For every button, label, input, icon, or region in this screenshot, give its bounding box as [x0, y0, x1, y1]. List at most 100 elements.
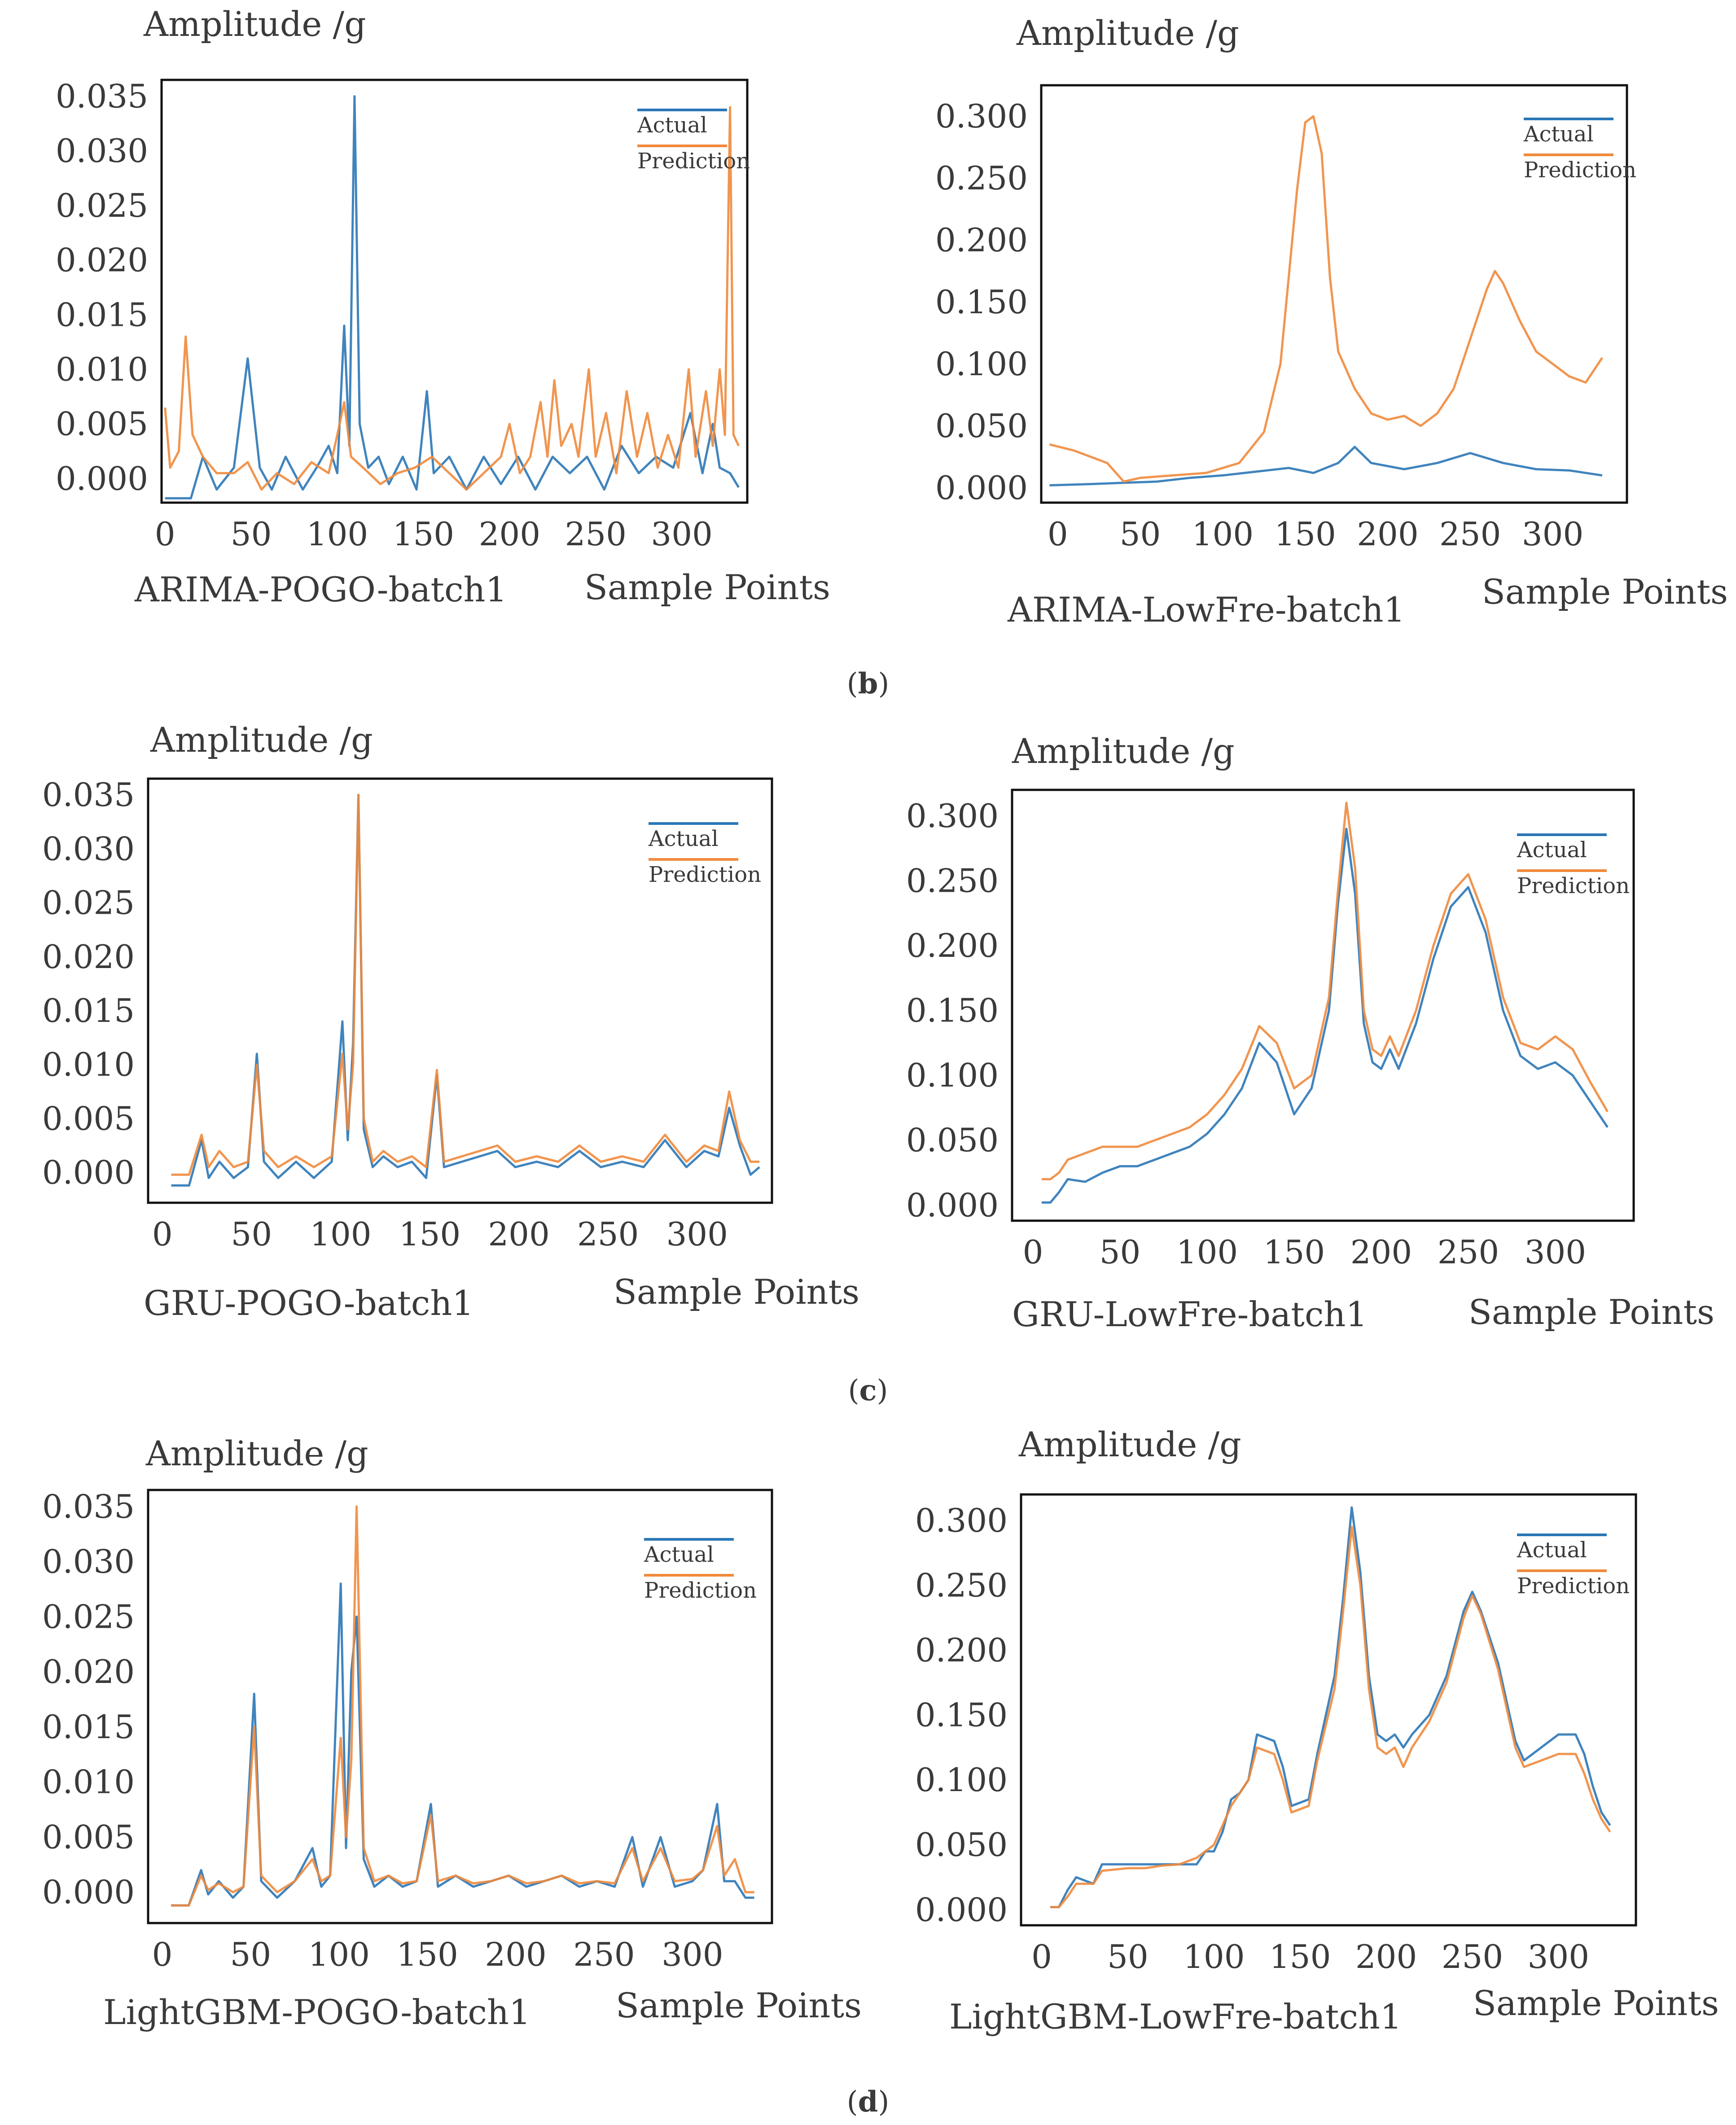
- lightgbm-pogo-y-tick-label: 0.005: [42, 1818, 135, 1856]
- arima-pogo-x-tick-label: 0: [155, 515, 175, 553]
- lightgbm-pogo-y-tick-label: 0.000: [42, 1873, 135, 1911]
- arima-pogo-y-tick-label: 0.000: [56, 460, 148, 497]
- arima-lowfre-series-prediction: [1049, 115, 1603, 483]
- arima-pogo-series-prediction: [164, 106, 740, 491]
- gru-lowfre-x-tick-label: 100: [1176, 1233, 1238, 1271]
- gru-pogo-legend-label-prediction: Prediction: [649, 862, 761, 887]
- gru-pogo-x-tick-label: 150: [399, 1215, 460, 1253]
- gru-pogo-y-axis-label: Amplitude /g: [150, 720, 373, 760]
- arima-pogo-x-tick-label: 150: [393, 515, 454, 553]
- lightgbm-pogo-y-tick-label: 0.010: [42, 1763, 135, 1801]
- lightgbm-pogo-series-prediction: [171, 1505, 754, 1907]
- gru-lowfre-series-prediction: [1042, 802, 1609, 1180]
- gru-lowfre-y-tick-label: 0.100: [906, 1056, 999, 1094]
- lightgbm-lowfre-y-tick-label: 0.100: [915, 1761, 1008, 1799]
- lightgbm-lowfre-y-tick-label: 0.000: [915, 1891, 1008, 1928]
- gru-lowfre-y-tick-label: 0.250: [906, 862, 999, 899]
- gru-pogo-y-tick-label: 0.030: [42, 830, 135, 868]
- lightgbm-pogo-x-tick-label: 0: [152, 1936, 173, 1973]
- arima-lowfre-y-tick-label: 0.150: [935, 283, 1028, 321]
- lightgbm-lowfre-y-tick-label: 0.200: [915, 1631, 1008, 1669]
- lightgbm-pogo-x-tick-label: 200: [485, 1936, 546, 1973]
- lightgbm-pogo-x-tick-label: 300: [662, 1936, 723, 1973]
- gru-pogo-y-tick-label: 0.025: [42, 884, 135, 922]
- arima-pogo-x-tick-label: 300: [651, 515, 712, 553]
- lightgbm-lowfre-plot-frame: [1020, 1493, 1637, 1927]
- gru-pogo-x-tick-label: 250: [577, 1215, 639, 1253]
- chart-lightgbm-pogo: Amplitude /g 0.000 0.005 0.010 0.015 0.020 0.0…: [42, 1433, 862, 2032]
- arima-lowfre-legend-label-actual: Actual: [1523, 122, 1594, 147]
- lightgbm-pogo-legend: Actual Prediction: [644, 1538, 757, 1603]
- lightgbm-pogo-legend-label-actual: Actual: [644, 1542, 714, 1567]
- arima-lowfre-y-tick-label: 0.250: [935, 159, 1028, 197]
- gru-pogo-y-tick-label: 0.000: [42, 1154, 135, 1192]
- lightgbm-pogo-x-tick-label: 150: [396, 1936, 458, 1973]
- subfigure-label-b: (b): [847, 667, 890, 701]
- lightgbm-lowfre-x-tick-label: 250: [1442, 1938, 1503, 1976]
- arima-pogo-x-tick-label: 200: [479, 515, 540, 553]
- gru-lowfre-x-axis-label: Sample Points: [1469, 1292, 1714, 1332]
- lightgbm-lowfre-x-tick-label: 100: [1183, 1938, 1245, 1976]
- gru-pogo-x-tick-label: 50: [231, 1215, 272, 1253]
- arima-lowfre-legend-label-prediction: Prediction: [1524, 158, 1636, 183]
- gru-pogo-x-axis-label: Sample Points: [614, 1272, 859, 1312]
- arima-lowfre-y-tick-label: 0.200: [935, 221, 1028, 259]
- gru-pogo-x-tick-label: 300: [666, 1215, 728, 1253]
- lightgbm-lowfre-y-axis-label: Amplitude /g: [1018, 1424, 1241, 1464]
- chart-arima-lowfre: Amplitude /g 0.000 0.050 0.100 0.150 0.200 0.2…: [935, 13, 1728, 630]
- gru-pogo-y-tick-label: 0.020: [42, 938, 135, 976]
- subfigure-label-d: (d): [847, 2085, 890, 2119]
- gru-lowfre-x-tick-label: 50: [1100, 1233, 1141, 1271]
- gru-lowfre-x-tick-label: 150: [1263, 1233, 1325, 1271]
- lightgbm-lowfre-y-tick-label: 0.050: [915, 1826, 1008, 1864]
- lightgbm-pogo-x-tick-label: 250: [573, 1936, 635, 1973]
- arima-pogo-chart-title: ARIMA-POGO-batch1: [134, 570, 507, 609]
- chart-arima-pogo: Amplitude /g 0.000 0.005 0.010 0.015 0.020 0.0…: [56, 4, 830, 609]
- lightgbm-pogo-y-axis-label: Amplitude /g: [145, 1433, 368, 1473]
- gru-lowfre-chart-title: GRU-LowFre-batch1: [1012, 1294, 1368, 1334]
- gru-pogo-series-prediction: [171, 793, 760, 1176]
- gru-pogo-legend-label-actual: Actual: [648, 826, 719, 851]
- gru-pogo-series-actual: [171, 793, 760, 1187]
- gru-pogo-y-tick-label: 0.010: [42, 1046, 135, 1083]
- gru-pogo-y-tick-label: 0.035: [42, 776, 135, 814]
- chart-gru-pogo: Amplitude /g 0.000 0.005 0.010 0.015 0.020 0.0…: [42, 720, 859, 1323]
- lightgbm-pogo-y-tick-label: 0.035: [42, 1488, 135, 1525]
- arima-lowfre-x-tick-label: 0: [1048, 515, 1068, 553]
- arima-lowfre-y-axis-label: Amplitude /g: [1016, 13, 1239, 53]
- lightgbm-pogo-x-tick-label: 50: [230, 1936, 272, 1973]
- gru-lowfre-y-tick-label: 0.000: [906, 1186, 999, 1224]
- arima-lowfre-y-tick-label: 0.300: [935, 97, 1028, 135]
- lightgbm-pogo-plot-frame: [147, 1489, 773, 1924]
- arima-lowfre-series-actual: [1049, 446, 1603, 486]
- arima-lowfre-x-tick-label: 250: [1439, 515, 1501, 553]
- lightgbm-pogo-chart-title: LightGBM-POGO-batch1: [103, 1992, 530, 2032]
- arima-lowfre-x-tick-label: 200: [1357, 515, 1418, 553]
- lightgbm-pogo-y-tick-label: 0.025: [42, 1598, 135, 1635]
- lightgbm-lowfre-legend-label-prediction: Prediction: [1517, 1573, 1630, 1599]
- gru-pogo-y-tick-label: 0.015: [42, 992, 135, 1030]
- arima-lowfre-plot-frame: [1040, 84, 1628, 504]
- gru-pogo-x-tick-label: 200: [488, 1215, 549, 1253]
- arima-pogo-plot-frame: [160, 79, 749, 504]
- gru-lowfre-x-tick-label: 200: [1350, 1233, 1412, 1271]
- lightgbm-lowfre-x-tick-label: 0: [1031, 1938, 1052, 1976]
- arima-lowfre-x-tick-label: 150: [1274, 515, 1336, 553]
- gru-pogo-legend: Actual Prediction: [648, 822, 761, 887]
- arima-lowfre-chart-title: ARIMA-LowFre-batch1: [1007, 590, 1405, 630]
- lightgbm-lowfre-series-prediction: [1050, 1525, 1611, 1908]
- lightgbm-lowfre-series-actual: [1050, 1506, 1611, 1908]
- lightgbm-pogo-x-axis-label: Sample Points: [616, 1985, 862, 2025]
- arima-pogo-y-tick-label: 0.010: [56, 351, 148, 388]
- gru-pogo-x-tick-label: 0: [152, 1215, 173, 1253]
- arima-lowfre-x-tick-label: 50: [1120, 515, 1161, 553]
- gru-pogo-y-tick-label: 0.005: [42, 1100, 135, 1137]
- arima-pogo-y-tick-label: 0.015: [56, 296, 148, 333]
- lightgbm-lowfre-x-tick-label: 150: [1269, 1938, 1331, 1976]
- arima-pogo-y-tick-label: 0.030: [56, 132, 148, 170]
- arima-lowfre-x-tick-label: 300: [1522, 515, 1583, 553]
- lightgbm-lowfre-y-tick-label: 0.300: [915, 1502, 1008, 1539]
- lightgbm-pogo-y-tick-label: 0.030: [42, 1543, 135, 1581]
- arima-pogo-x-tick-label: 100: [307, 515, 368, 553]
